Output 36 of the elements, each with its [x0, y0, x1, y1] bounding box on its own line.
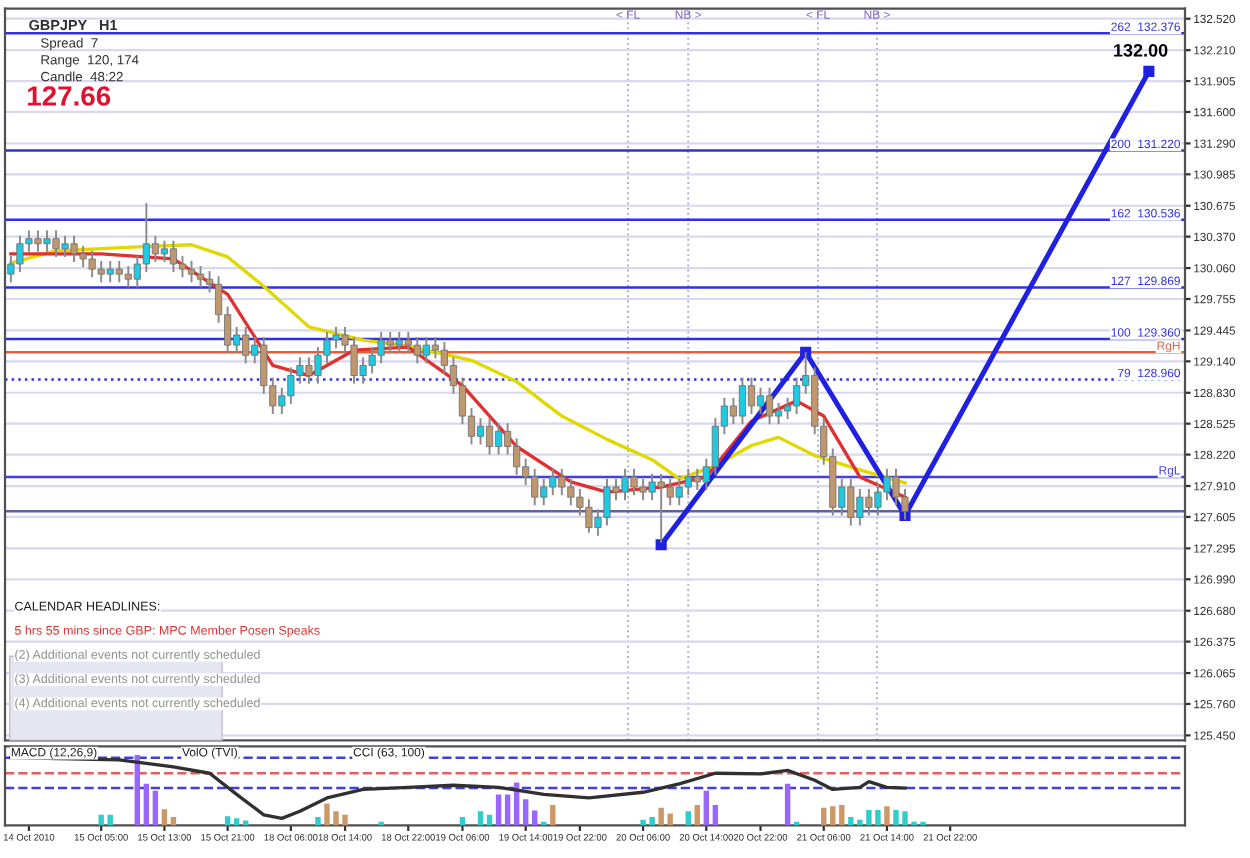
bar: [550, 804, 556, 826]
bar: [685, 811, 691, 826]
bar: [504, 794, 511, 826]
candlestick: [738, 376, 747, 426]
annotation: 132.00: [1114, 43, 1168, 57]
bar: [98, 814, 104, 826]
bar: [224, 816, 231, 826]
bar: [703, 790, 710, 826]
bar: [233, 818, 240, 826]
bar: [839, 804, 845, 826]
candlestick: [178, 254, 187, 279]
bar: [242, 820, 249, 826]
bar: [315, 816, 321, 826]
bar: [161, 809, 168, 826]
bar: [884, 806, 890, 826]
candlestick: [765, 386, 774, 426]
candlestick: [169, 239, 178, 274]
candlestick: [476, 417, 485, 446]
candlestick: [187, 260, 196, 284]
candlestick: [774, 401, 783, 426]
bar: [694, 804, 700, 826]
bar: [712, 804, 719, 826]
candlestick: [196, 265, 205, 289]
bar: [784, 783, 791, 826]
annotation: 127.66: [27, 86, 111, 106]
point: [1143, 65, 1155, 77]
bar: [477, 811, 484, 826]
candlestick: [747, 376, 756, 416]
bar: [495, 794, 502, 826]
bar: [830, 806, 836, 826]
bar: [522, 799, 529, 826]
candlestick: [756, 386, 765, 416]
candlestick: [485, 417, 494, 456]
bar: [143, 783, 150, 826]
point: [655, 539, 667, 551]
bar: [152, 790, 159, 826]
